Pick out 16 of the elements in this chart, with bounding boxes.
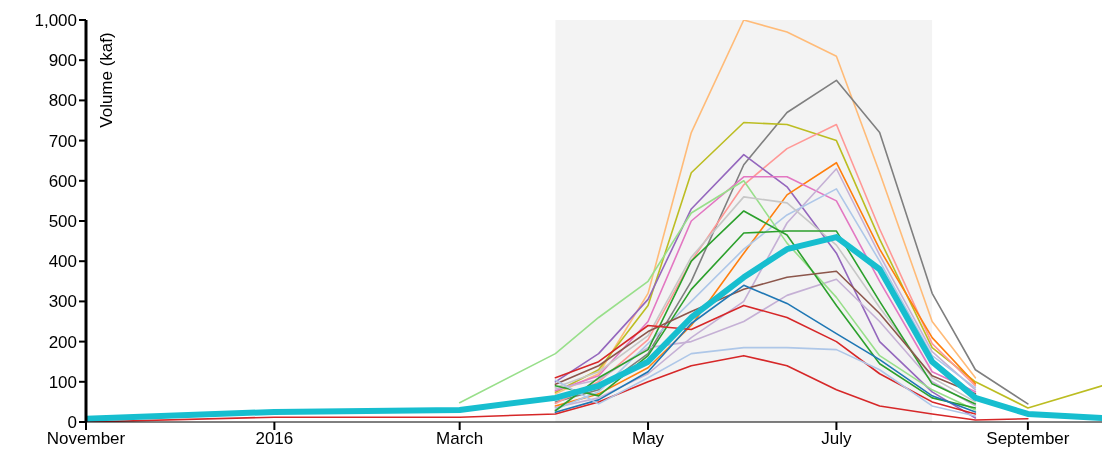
y-tick-label: 900 <box>48 51 77 71</box>
y-tick-label: 800 <box>48 91 77 111</box>
y-tick-label: 600 <box>48 171 77 191</box>
y-tick-label: 300 <box>48 292 77 312</box>
y-tick-label: 1,000 <box>34 11 77 31</box>
x-tick-label: March <box>436 429 484 449</box>
y-tick-label: 500 <box>48 212 77 232</box>
y-tick-label: 400 <box>48 252 77 272</box>
y-tick-label: 200 <box>48 332 77 352</box>
y-axis-title: Volume (kaf) <box>97 32 117 128</box>
x-tick-label: May <box>631 429 665 449</box>
x-tick-label: July <box>821 429 853 449</box>
x-tick-label: September <box>986 429 1070 449</box>
y-tick-label: 700 <box>48 131 77 151</box>
x-tick-label: 2016 <box>255 429 294 449</box>
y-tick-label: 100 <box>48 372 77 392</box>
